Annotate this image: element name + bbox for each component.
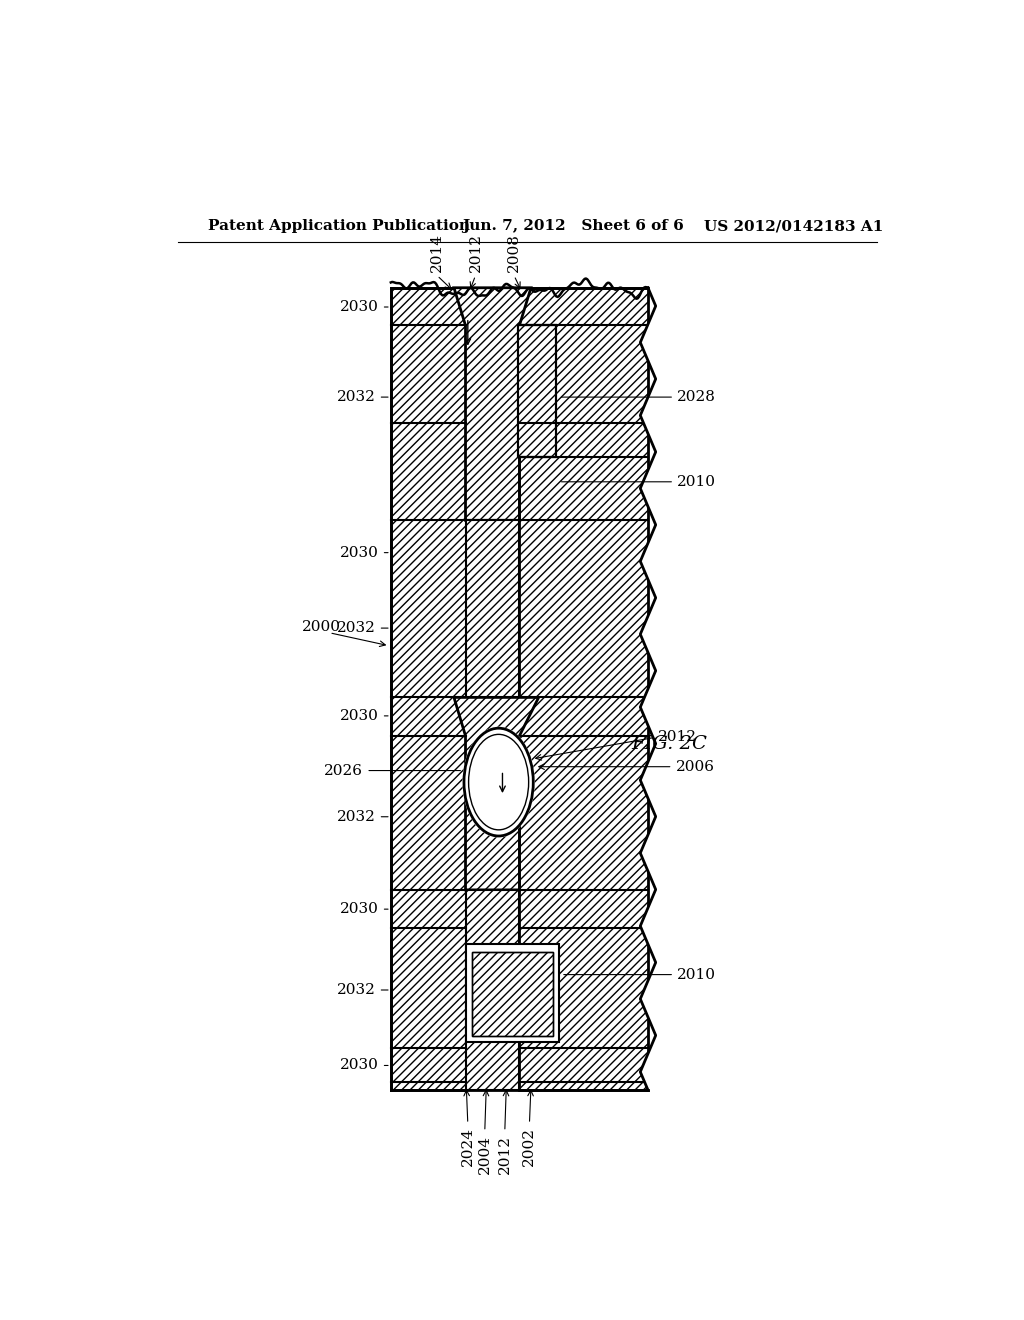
- Text: 2002: 2002: [522, 1127, 537, 1166]
- Text: 2032: 2032: [337, 983, 376, 997]
- Text: 2012: 2012: [658, 730, 697, 744]
- Text: 2030: 2030: [340, 1059, 379, 1072]
- Text: 2030: 2030: [340, 545, 379, 560]
- Text: 2030: 2030: [340, 300, 379, 314]
- Text: 2028: 2028: [677, 391, 716, 404]
- Bar: [518, 326, 556, 457]
- Text: 2000: 2000: [302, 619, 341, 634]
- Text: 2014: 2014: [430, 234, 444, 272]
- Text: 2012: 2012: [498, 1135, 512, 1173]
- Text: US 2012/0142183 A1: US 2012/0142183 A1: [705, 219, 884, 234]
- Text: 2008: 2008: [507, 234, 521, 272]
- Bar: [466, 944, 559, 1043]
- Bar: [518, 326, 556, 457]
- Text: 2004: 2004: [478, 1135, 492, 1173]
- Text: 2032: 2032: [337, 391, 376, 404]
- Bar: [472, 952, 553, 1036]
- Polygon shape: [640, 288, 710, 1090]
- Polygon shape: [454, 288, 531, 520]
- Text: FIG. 2C: FIG. 2C: [631, 735, 707, 752]
- Ellipse shape: [463, 727, 535, 838]
- Text: 2010: 2010: [677, 968, 716, 982]
- Text: Jun. 7, 2012   Sheet 6 of 6: Jun. 7, 2012 Sheet 6 of 6: [462, 219, 683, 234]
- Bar: [518, 326, 556, 457]
- Polygon shape: [454, 697, 539, 890]
- Text: Patent Application Publication: Patent Application Publication: [208, 219, 470, 234]
- Bar: [466, 890, 519, 1090]
- Text: 2032: 2032: [337, 809, 376, 824]
- Text: 2024: 2024: [461, 1127, 475, 1166]
- Text: 2010: 2010: [677, 475, 716, 488]
- Bar: [391, 288, 466, 1090]
- Text: 2012: 2012: [469, 234, 482, 272]
- Text: 2032: 2032: [337, 622, 376, 635]
- Text: 2006: 2006: [676, 760, 715, 774]
- Text: 2030: 2030: [340, 902, 379, 916]
- Bar: [472, 952, 553, 1036]
- Bar: [519, 288, 648, 1090]
- Bar: [466, 520, 519, 697]
- Text: 2026: 2026: [325, 763, 364, 777]
- Bar: [466, 944, 559, 1043]
- Text: 2030: 2030: [340, 709, 379, 723]
